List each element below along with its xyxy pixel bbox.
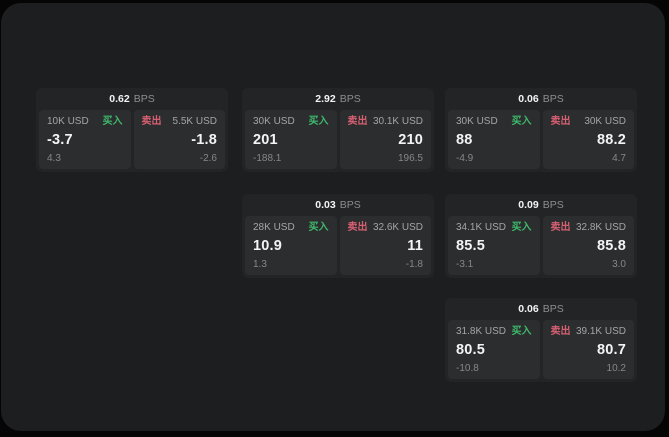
sell-tag: 卖出 — [347, 116, 368, 127]
sell-price: 11 — [407, 237, 423, 254]
bps-unit-label: BPS — [339, 199, 361, 211]
buy-tag: 买入 — [511, 222, 532, 233]
sell-tile[interactable]: 卖出 32.6K USD 11 -1.8 — [339, 216, 431, 275]
buy-price: 10.9 — [253, 237, 283, 254]
sell-tile[interactable]: 卖出 30.1K USD 210 196.5 — [339, 110, 431, 169]
main-panel: 0.62 BPS 10K USD 买入 -3.7 4.3 卖出 5.5K USD… — [1, 3, 665, 431]
buy-delta: -4.9 — [456, 153, 474, 164]
sell-tile[interactable]: 卖出 30K USD 88.2 4.7 — [542, 110, 634, 169]
sell-delta: 3.0 — [612, 259, 626, 270]
bps-unit-label: BPS — [133, 93, 155, 105]
sell-price: 80.7 — [596, 341, 626, 358]
sell-size-label: 30.1K USD — [372, 116, 423, 127]
bps-value: 0.06 — [518, 303, 539, 315]
sell-size-label: 32.8K USD — [575, 222, 626, 233]
buy-tag: 买入 — [511, 116, 532, 127]
quote-card: 0.03 BPS 28K USD 买入 10.9 1.3 卖出 32.6K US… — [242, 194, 434, 278]
buy-delta: 1.3 — [253, 259, 267, 270]
sell-size-label: 5.5K USD — [172, 116, 217, 127]
sell-tile[interactable]: 卖出 39.1K USD 80.7 10.2 — [542, 320, 634, 379]
buy-price: 201 — [253, 131, 278, 148]
quote-card: 0.06 BPS 30K USD 买入 88 -4.9 卖出 30K USD 8… — [445, 88, 637, 172]
buy-delta: -3.1 — [456, 259, 474, 270]
sell-price: -1.8 — [191, 131, 217, 148]
buy-size-label: 10K USD — [47, 116, 89, 127]
sell-delta: 10.2 — [606, 363, 626, 374]
bps-value: 0.06 — [518, 93, 539, 105]
sell-tag: 卖出 — [141, 116, 162, 127]
bps-value: 2.92 — [315, 93, 336, 105]
buy-tile[interactable]: 30K USD 买入 201 -188.1 — [245, 110, 337, 169]
buy-delta: -10.8 — [456, 363, 479, 374]
sell-tile[interactable]: 卖出 32.8K USD 85.8 3.0 — [542, 216, 634, 275]
sell-tag: 卖出 — [550, 116, 571, 127]
buy-tile[interactable]: 31.8K USD 买入 80.5 -10.8 — [448, 320, 540, 379]
sell-tag: 卖出 — [550, 326, 571, 337]
sell-price: 85.8 — [596, 237, 626, 254]
bps-header: 0.62 BPS — [36, 88, 228, 110]
sell-tile[interactable]: 卖出 5.5K USD -1.8 -2.6 — [133, 110, 225, 169]
bps-unit-label: BPS — [542, 93, 564, 105]
sell-size-label: 39.1K USD — [575, 326, 626, 337]
quote-card: 0.09 BPS 34.1K USD 买入 85.5 -3.1 卖出 32.8K… — [445, 194, 637, 278]
quote-card: 0.62 BPS 10K USD 买入 -3.7 4.3 卖出 5.5K USD… — [36, 88, 228, 172]
buy-tag: 买入 — [308, 116, 329, 127]
buy-tag: 买入 — [511, 326, 532, 337]
bps-value: 0.62 — [109, 93, 130, 105]
bps-unit-label: BPS — [542, 199, 564, 211]
quote-card: 2.92 BPS 30K USD 买入 201 -188.1 卖出 30.1K … — [242, 88, 434, 172]
bps-unit-label: BPS — [339, 93, 361, 105]
bps-header: 0.03 BPS — [242, 194, 434, 216]
buy-tile[interactable]: 34.1K USD 买入 85.5 -3.1 — [448, 216, 540, 275]
buy-price: 80.5 — [456, 341, 486, 358]
buy-tile[interactable]: 30K USD 买入 88 -4.9 — [448, 110, 540, 169]
buy-delta: -188.1 — [253, 153, 282, 164]
buy-size-label: 30K USD — [253, 116, 295, 127]
quote-card: 0.06 BPS 31.8K USD 买入 80.5 -10.8 卖出 39.1… — [445, 298, 637, 382]
buy-price: 88 — [456, 131, 473, 148]
sell-tag: 卖出 — [550, 222, 571, 233]
bps-header: 0.06 BPS — [445, 298, 637, 320]
bps-unit-label: BPS — [542, 303, 564, 315]
buy-price: -3.7 — [47, 131, 73, 148]
sell-tag: 卖出 — [347, 222, 368, 233]
buy-delta: 4.3 — [47, 153, 61, 164]
buy-tag: 买入 — [102, 116, 123, 127]
sell-price: 88.2 — [596, 131, 626, 148]
bps-header: 0.06 BPS — [445, 88, 637, 110]
buy-size-label: 31.8K USD — [456, 326, 507, 337]
sell-delta: -2.6 — [199, 153, 217, 164]
sell-size-label: 30K USD — [584, 116, 626, 127]
buy-tile[interactable]: 28K USD 买入 10.9 1.3 — [245, 216, 337, 275]
bps-value: 0.03 — [315, 199, 336, 211]
sell-size-label: 32.6K USD — [372, 222, 423, 233]
sell-delta: 4.7 — [612, 153, 626, 164]
buy-size-label: 30K USD — [456, 116, 498, 127]
buy-tile[interactable]: 10K USD 买入 -3.7 4.3 — [39, 110, 131, 169]
sell-delta: 196.5 — [397, 153, 423, 164]
sell-price: 210 — [398, 131, 423, 148]
buy-tag: 买入 — [308, 222, 329, 233]
bps-header: 0.09 BPS — [445, 194, 637, 216]
buy-price: 85.5 — [456, 237, 486, 254]
sell-delta: -1.8 — [405, 259, 423, 270]
buy-size-label: 28K USD — [253, 222, 295, 233]
buy-size-label: 34.1K USD — [456, 222, 507, 233]
bps-header: 2.92 BPS — [242, 88, 434, 110]
bps-value: 0.09 — [518, 199, 539, 211]
